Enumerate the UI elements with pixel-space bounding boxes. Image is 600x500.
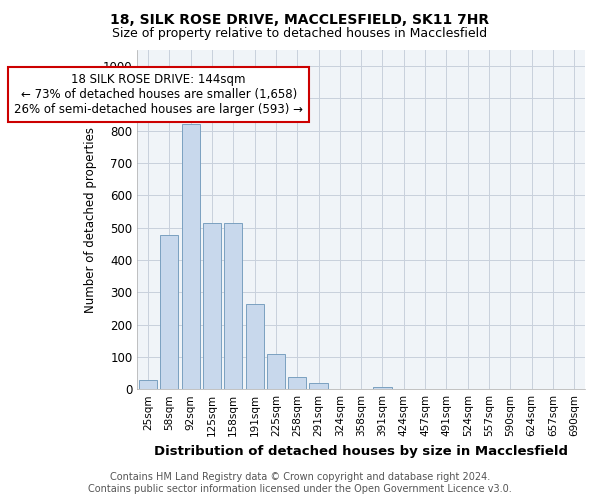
- Bar: [203, 223, 221, 389]
- Bar: [245, 304, 263, 389]
- Bar: [310, 382, 328, 389]
- Text: Contains HM Land Registry data © Crown copyright and database right 2024.
Contai: Contains HM Land Registry data © Crown c…: [88, 472, 512, 494]
- Y-axis label: Number of detached properties: Number of detached properties: [85, 126, 97, 312]
- Text: Size of property relative to detached houses in Macclesfield: Size of property relative to detached ho…: [112, 28, 488, 40]
- Bar: [139, 380, 157, 389]
- Bar: [267, 354, 285, 389]
- Bar: [288, 377, 306, 389]
- Bar: [182, 124, 200, 389]
- Bar: [224, 223, 242, 389]
- Bar: [160, 235, 178, 389]
- X-axis label: Distribution of detached houses by size in Macclesfield: Distribution of detached houses by size …: [154, 444, 568, 458]
- Bar: [373, 386, 392, 389]
- Text: 18, SILK ROSE DRIVE, MACCLESFIELD, SK11 7HR: 18, SILK ROSE DRIVE, MACCLESFIELD, SK11 …: [110, 12, 490, 26]
- Text: 18 SILK ROSE DRIVE: 144sqm
← 73% of detached houses are smaller (1,658)
26% of s: 18 SILK ROSE DRIVE: 144sqm ← 73% of deta…: [14, 72, 303, 116]
